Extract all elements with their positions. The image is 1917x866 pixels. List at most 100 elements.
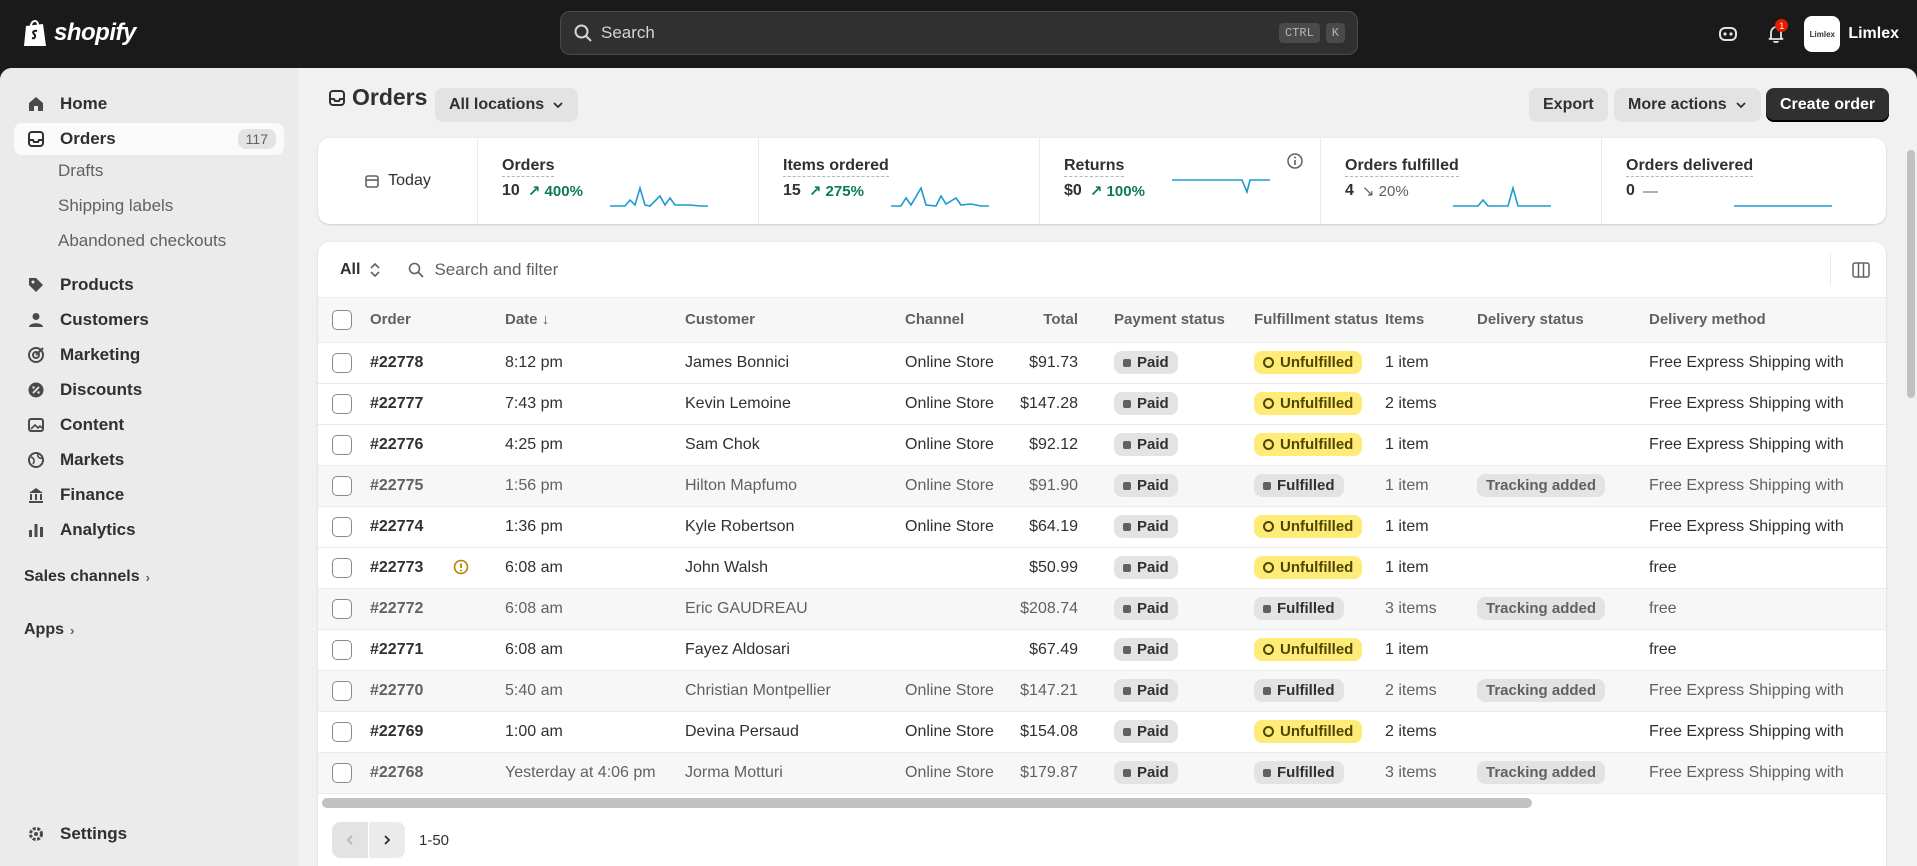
order-number[interactable]: #22768 — [370, 763, 424, 781]
row-checkbox[interactable] — [332, 393, 352, 414]
order-cell[interactable]: #22777 — [358, 383, 493, 425]
table-row[interactable]: #22777 7:43 pm Kevin Lemoine Online Store $1… — [318, 383, 1886, 425]
col-header-order[interactable]: Order — [358, 298, 493, 343]
items-cell[interactable]: 2 items — [1385, 711, 1477, 753]
more-actions-button[interactable]: More actions — [1614, 88, 1761, 122]
items-cell[interactable]: 3 items — [1385, 752, 1477, 794]
sidebar-item-finance[interactable]: Finance — [14, 479, 284, 511]
row-checkbox[interactable] — [332, 762, 352, 783]
order-cell[interactable]: #22769 — [358, 711, 493, 753]
global-search[interactable]: Search CTRL K — [560, 11, 1358, 55]
table-row[interactable]: #22774 1:36 pm Kyle Robertson Online Store $… — [318, 506, 1886, 548]
order-number[interactable]: #22778 — [370, 353, 424, 371]
sidebar-item-analytics[interactable]: Analytics — [14, 514, 284, 546]
next-page-button[interactable] — [369, 822, 405, 858]
sidebar-item-customers[interactable]: Customers — [14, 304, 284, 336]
row-checkbox[interactable] — [332, 516, 352, 537]
col-header-delivery-status[interactable]: Delivery status — [1477, 298, 1649, 343]
info-icon[interactable] — [1286, 152, 1304, 170]
table-row[interactable]: #22775 1:56 pm Hilton Mapfumo Online Store $… — [318, 465, 1886, 507]
table-row[interactable]: #22773 6:08 am John Walsh $50.99 Paid Unfulfi… — [318, 547, 1886, 589]
sidebar-subitem-abandoned-checkouts[interactable]: Abandoned checkouts — [58, 231, 227, 250]
order-cell[interactable]: #22770 — [358, 670, 493, 712]
select-all-checkbox[interactable] — [332, 309, 352, 330]
sidebar-item-home[interactable]: Home — [14, 88, 284, 120]
columns-button[interactable] — [1830, 254, 1876, 286]
col-header-items[interactable]: Items — [1385, 298, 1477, 343]
col-header-delivery-method[interactable]: Delivery method — [1649, 298, 1886, 343]
apps-section[interactable]: Apps › — [24, 621, 74, 639]
col-header-customer[interactable]: Customer — [673, 298, 903, 343]
order-number[interactable]: #22776 — [370, 435, 424, 453]
items-cell[interactable]: 1 item — [1385, 342, 1477, 384]
date-range-button[interactable]: Today — [318, 138, 478, 224]
sidebar-item-products[interactable]: Products — [14, 269, 284, 301]
order-cell[interactable]: #22775 — [358, 465, 493, 507]
sidebar-item-orders[interactable]: Orders 117 — [14, 123, 284, 155]
items-cell[interactable]: 2 items — [1385, 383, 1477, 425]
row-checkbox[interactable] — [332, 434, 352, 455]
sidebar-item-discounts[interactable]: Discounts — [14, 374, 284, 406]
sidebar-subitem-shipping-labels[interactable]: Shipping labels — [58, 196, 174, 215]
col-header-date[interactable]: Date ↓ — [493, 298, 673, 343]
order-cell[interactable]: #22773 — [358, 547, 493, 589]
horizontal-scrollbar[interactable] — [322, 798, 1532, 808]
notifications-button[interactable]: 1 — [1756, 14, 1796, 54]
sidebar-item-content[interactable]: Content — [14, 409, 284, 441]
metric-orders-fulfilled[interactable]: Orders fulfilled 4 ↘ 20% — [1321, 138, 1602, 224]
table-row[interactable]: #22772 6:08 am Eric GAUDREAU $208.74 Paid Ful… — [318, 588, 1886, 630]
sidebar-subitem-drafts[interactable]: Drafts — [58, 161, 104, 180]
store-menu[interactable]: Limlex Limlex — [1804, 16, 1899, 52]
order-number[interactable]: #22770 — [370, 681, 424, 699]
location-selector[interactable]: All locations — [435, 88, 579, 122]
row-checkbox[interactable] — [332, 721, 352, 742]
order-cell[interactable]: #22772 — [358, 588, 493, 630]
table-row[interactable]: #22776 4:25 pm Sam Chok Online Store $92.12 P… — [318, 424, 1886, 466]
items-cell[interactable]: 1 item — [1385, 424, 1477, 466]
row-checkbox[interactable] — [332, 639, 352, 660]
items-cell[interactable]: 1 item — [1385, 629, 1477, 671]
sidebar-item-markets[interactable]: Markets — [14, 444, 284, 476]
order-cell[interactable]: #22771 — [358, 629, 493, 671]
table-row[interactable]: #22770 5:40 am Christian Montpellier Online… — [318, 670, 1886, 712]
col-header-fulfillment-status[interactable]: Fulfillment status — [1226, 298, 1385, 343]
order-cell[interactable]: #22774 — [358, 506, 493, 548]
metric-returns[interactable]: Returns $0 ↗ 100% — [1040, 138, 1321, 224]
table-row[interactable]: #22778 8:12 pm James Bonnici Online Store $9… — [318, 342, 1886, 384]
sidebar-item-marketing[interactable]: Marketing — [14, 339, 284, 371]
sidekick-button[interactable] — [1708, 14, 1748, 54]
col-header-total[interactable]: Total — [998, 298, 1078, 343]
export-button[interactable]: Export — [1529, 88, 1608, 122]
row-checkbox[interactable] — [332, 598, 352, 619]
order-cell[interactable]: #22778 — [358, 342, 493, 384]
order-number[interactable]: #22773 — [370, 558, 424, 576]
view-selector[interactable]: All — [340, 261, 381, 279]
col-header-channel[interactable]: Channel — [903, 298, 998, 343]
search-filter-input[interactable]: Search and filter — [408, 260, 558, 280]
vertical-scrollbar[interactable] — [1907, 150, 1915, 398]
items-cell[interactable]: 1 item — [1385, 465, 1477, 507]
items-cell[interactable]: 1 item — [1385, 547, 1477, 589]
table-row[interactable]: #22769 1:00 am Devina Persaud Online Store $… — [318, 711, 1886, 753]
order-cell[interactable]: #22776 — [358, 424, 493, 466]
previous-page-button[interactable] — [332, 822, 368, 858]
row-checkbox[interactable] — [332, 352, 352, 373]
order-number[interactable]: #22769 — [370, 722, 424, 740]
order-number[interactable]: #22774 — [370, 517, 424, 535]
metric-items-ordered[interactable]: Items ordered 15 ↗ 275% — [759, 138, 1040, 224]
shopify-logo[interactable]: shopify — [22, 18, 136, 48]
col-header-payment-status[interactable]: Payment status — [1078, 298, 1226, 343]
items-cell[interactable]: 2 items — [1385, 670, 1477, 712]
order-number[interactable]: #22775 — [370, 476, 424, 494]
items-cell[interactable]: 1 item — [1385, 506, 1477, 548]
metric-orders[interactable]: Orders 10 ↗ 400% — [478, 138, 759, 224]
sidebar-item-settings[interactable]: Settings — [14, 818, 284, 850]
metric-orders-delivered[interactable]: Orders delivered 0 — — [1602, 138, 1883, 224]
sales-channels-section[interactable]: Sales channels › — [24, 568, 150, 586]
order-number[interactable]: #22777 — [370, 394, 424, 412]
items-cell[interactable]: 3 items — [1385, 588, 1477, 630]
order-cell[interactable]: #22768 — [358, 752, 493, 794]
order-number[interactable]: #22771 — [370, 640, 424, 658]
row-checkbox[interactable] — [332, 680, 352, 701]
create-order-button[interactable]: Create order — [1766, 88, 1890, 122]
